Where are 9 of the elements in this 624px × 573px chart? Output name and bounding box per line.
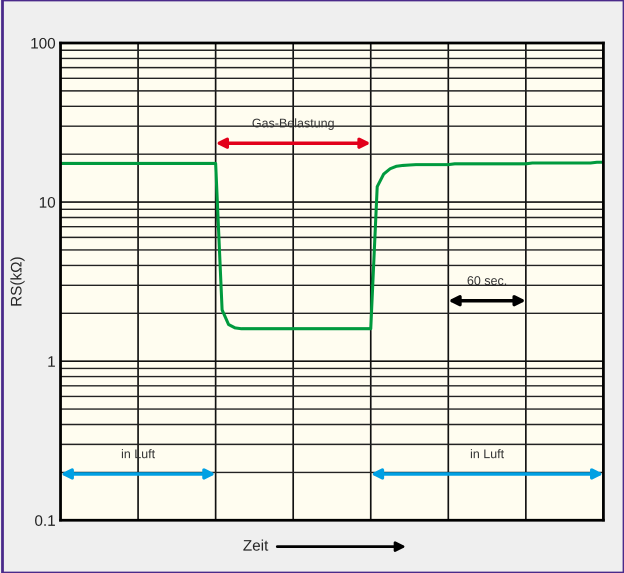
line-series — [60, 160, 604, 330]
x-axis-title: Zeit — [243, 540, 268, 551]
y-tick-label: 1 — [48, 356, 55, 367]
annotation: in Luft — [470, 449, 504, 458]
y-tick-label: 10 — [40, 196, 56, 208]
y-axis-title: RS(kΩ) — [10, 257, 25, 306]
annotation: 60 sec. — [468, 276, 506, 285]
y-tick-label: 0.1 — [35, 515, 55, 526]
y-tick-label: 100 — [31, 38, 56, 49]
